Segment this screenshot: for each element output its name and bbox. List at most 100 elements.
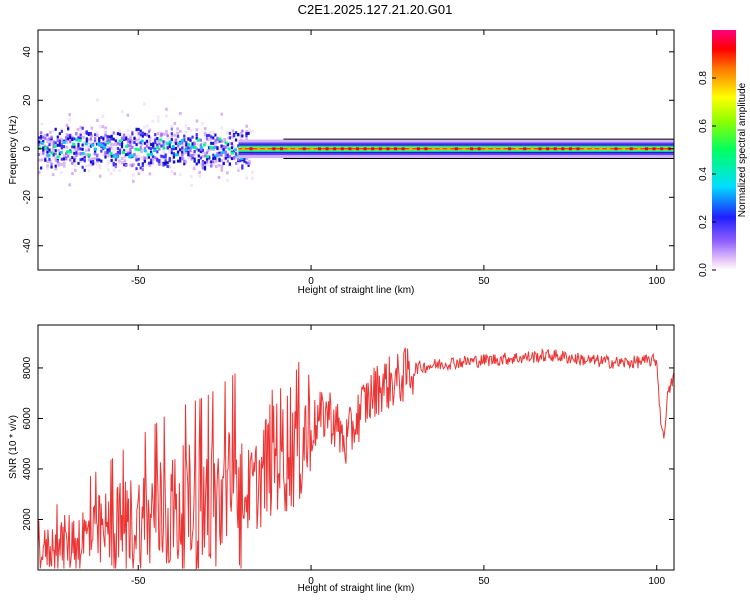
spectrogram-cell bbox=[46, 139, 49, 143]
spectrogram-cell bbox=[193, 159, 196, 163]
spectrogram-cell bbox=[174, 146, 178, 150]
spectrogram-cell bbox=[42, 140, 45, 144]
spectrogram-cell bbox=[218, 137, 222, 141]
spectrogram-cell bbox=[159, 138, 163, 142]
spectrogram-cell bbox=[205, 157, 209, 161]
spectrogram-cell bbox=[599, 147, 603, 151]
snr-xtick-label: 100 bbox=[648, 576, 665, 587]
spectrogram-cell bbox=[112, 146, 116, 150]
spectrogram-cell bbox=[209, 147, 213, 151]
spectrogram-cell bbox=[201, 122, 204, 126]
spectrogram-cell bbox=[137, 131, 140, 135]
spectrogram-cell bbox=[69, 133, 72, 137]
spectrogram-cell bbox=[52, 152, 55, 156]
spectrogram-cell bbox=[64, 138, 68, 142]
spectrogram-cell bbox=[196, 138, 200, 142]
spectrogram-cell bbox=[181, 141, 184, 145]
spectrogram-cell bbox=[98, 137, 101, 141]
spectrogram-cell bbox=[170, 157, 174, 161]
spectrogram-cell bbox=[60, 139, 63, 143]
spectrogram-cell bbox=[165, 114, 168, 118]
spectrogram-cell bbox=[85, 130, 88, 134]
spectrogram-cell bbox=[40, 134, 43, 138]
spectrogram-cell bbox=[134, 154, 138, 158]
spectrogram-cell bbox=[73, 159, 76, 163]
spectrogram-cell bbox=[162, 161, 165, 165]
spectrogram-cell bbox=[143, 146, 146, 150]
spectrogram-cell bbox=[116, 147, 120, 151]
spectrogram-cell bbox=[356, 147, 359, 151]
spectrogram-cell bbox=[226, 179, 229, 183]
spectrogram-cell bbox=[224, 145, 227, 149]
snr-layer bbox=[38, 347, 674, 570]
spectrogram-cell bbox=[199, 143, 202, 147]
spectrogram-cell bbox=[170, 132, 173, 136]
colorbar-tick-label: 0.0 bbox=[698, 263, 709, 277]
spectrogram-cell bbox=[226, 137, 229, 141]
spectrogram-cell bbox=[193, 145, 197, 149]
spectrogram-cell bbox=[120, 161, 124, 165]
spectrogram-cell bbox=[231, 129, 235, 133]
spectrogram-cell bbox=[222, 144, 225, 148]
spectrogram-cell bbox=[60, 163, 63, 167]
spectrogram-cell bbox=[192, 165, 196, 169]
spectrogram-cell bbox=[203, 127, 207, 131]
spectrogram-cell bbox=[75, 151, 78, 155]
spectrogram-cell bbox=[287, 147, 291, 151]
spectrogram-cell bbox=[108, 149, 111, 153]
spectrogram-cell bbox=[69, 140, 72, 144]
spectrogram-cell bbox=[652, 147, 656, 151]
spectrogram-cell bbox=[201, 150, 204, 154]
spectrogram-cell bbox=[228, 131, 231, 135]
spectrogram-cell bbox=[187, 127, 190, 131]
spectrogram-cell bbox=[201, 154, 204, 158]
spectrogram-cell bbox=[220, 146, 224, 150]
spectrogram-cell bbox=[98, 174, 102, 178]
spectrogram-cell bbox=[44, 136, 47, 140]
spectrogram-cell bbox=[189, 137, 192, 141]
spectrogram-cell bbox=[492, 147, 496, 151]
spectrogram-cell bbox=[98, 124, 102, 128]
spectrogram-cell bbox=[79, 152, 82, 156]
spectrogram-cell bbox=[378, 147, 382, 151]
spectrogram-cell bbox=[73, 156, 77, 160]
spectrogram-cell bbox=[139, 133, 142, 137]
spectrogram-cell bbox=[131, 130, 134, 134]
spectrogram-cell bbox=[181, 150, 184, 154]
spectrogram-cell bbox=[156, 147, 160, 151]
spectrogram-cell bbox=[195, 133, 198, 137]
spectrogram-ytick-label: 0 bbox=[22, 146, 33, 152]
spectrogram-cell bbox=[38, 143, 41, 147]
spectrogram-cell bbox=[81, 165, 84, 169]
spectrogram-cell bbox=[73, 137, 76, 141]
spectrogram-cell bbox=[43, 154, 47, 158]
spectrogram-cell bbox=[48, 157, 51, 161]
spectrogram-cell bbox=[223, 156, 226, 160]
spectrogram-cell bbox=[176, 159, 180, 163]
spectrogram-cell bbox=[56, 160, 59, 164]
spectrogram-cell bbox=[146, 153, 150, 157]
spectrogram-cell bbox=[156, 150, 159, 154]
spectrogram-cell bbox=[131, 164, 134, 168]
spectrogram-cell bbox=[156, 132, 160, 136]
spectrogram-cell bbox=[139, 129, 142, 133]
spectrogram-cell bbox=[148, 142, 152, 146]
snr-panel: -50 0 50 100 2000 4000 6000 8000 Height of stra… bbox=[8, 324, 675, 594]
spectrogram-cell bbox=[644, 147, 648, 151]
spectrogram-cell bbox=[218, 151, 221, 155]
spectrogram-cell bbox=[87, 133, 90, 137]
colorbar-tick-label: 0.8 bbox=[698, 71, 709, 85]
spectrogram-layer bbox=[38, 98, 674, 187]
spectrogram-cell bbox=[209, 137, 213, 141]
spectrogram-cell bbox=[120, 137, 124, 141]
spectrogram-cell bbox=[133, 140, 136, 144]
spectrogram-cell bbox=[110, 154, 113, 158]
spectrogram-cell bbox=[147, 146, 151, 150]
spectrogram-cell bbox=[67, 127, 70, 131]
spectrogram-cell bbox=[133, 152, 136, 156]
spectrogram-cell bbox=[93, 157, 96, 161]
spectrogram-cell bbox=[193, 157, 196, 161]
spectrogram-cell bbox=[205, 160, 209, 164]
spectrogram-cell bbox=[73, 143, 77, 147]
spectrogram-cell bbox=[143, 149, 147, 153]
